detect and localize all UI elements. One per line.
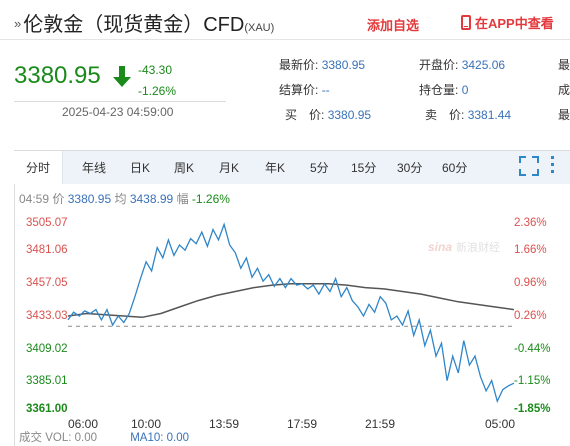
y-tick-label: 3409.02 xyxy=(26,343,68,355)
change-value: -43.30 xyxy=(138,63,173,77)
tab-yearly-k[interactable]: 年K xyxy=(265,161,286,175)
info-time: 04:59 xyxy=(19,192,50,206)
change-percent: -1.26% xyxy=(138,84,177,98)
detail-label: 最 xyxy=(558,58,570,72)
watermark-text: 新浪财经 xyxy=(456,240,500,254)
volume-label: 成交 xyxy=(19,432,42,444)
detail-col3-row2: 成 xyxy=(558,81,570,98)
detail-open: 开盘价: 3425.06 xyxy=(419,56,505,73)
tab-weekly-k[interactable]: 周K xyxy=(174,161,195,175)
detail-settle: 结算价: -- xyxy=(279,81,330,98)
tab-15min[interactable]: 15分 xyxy=(351,161,377,175)
y-tick-label: 3361.00 xyxy=(26,403,68,415)
info-price-label: 价 xyxy=(52,192,65,206)
pct-tick-label: -1.15% xyxy=(514,375,551,387)
tab-monthly-k[interactable]: 月K xyxy=(219,161,240,175)
x-tick-label: 17:59 xyxy=(287,417,318,431)
chevron-right-icon: » xyxy=(14,16,22,31)
detail-value: 3425.06 xyxy=(461,58,506,72)
y-tick-label: 3481.06 xyxy=(26,244,68,256)
quote-time: 2025-04-23 04:59:00 xyxy=(62,105,174,119)
price-change: -43.30 -1.26% xyxy=(138,60,176,102)
tab-5min[interactable]: 5分 xyxy=(310,161,329,175)
detail-value: 0 xyxy=(461,83,469,97)
add-watchlist-button[interactable]: 添加自选 xyxy=(367,18,420,33)
pct-tick-label: 1.66% xyxy=(514,244,547,256)
x-tick-label: 05:00 xyxy=(485,417,516,431)
instrument-name: 伦敦金（现货黄金）CFD xyxy=(23,14,245,36)
open-in-app-button[interactable]: 在APP中查看 xyxy=(461,13,554,32)
watermark: sina 新浪财经 xyxy=(428,240,500,254)
detail-label: 开盘价: xyxy=(419,58,459,72)
tab-60min[interactable]: 60分 xyxy=(442,161,468,175)
tab-year-line[interactable]: 年线 xyxy=(82,161,107,175)
detail-label: 最 xyxy=(558,108,570,122)
phone-icon xyxy=(461,15,471,30)
y-tick-label: 3385.01 xyxy=(26,375,68,387)
detail-label: 最新价: xyxy=(279,58,319,72)
tab-30min[interactable]: 30分 xyxy=(397,161,423,175)
average-price-line xyxy=(67,283,515,319)
period-tabs: 分时 年线 日K 周K 月K 年K 5分 15分 30分 60分 xyxy=(14,151,570,184)
price-line xyxy=(67,222,515,404)
info-avg: 3438.99 xyxy=(129,192,174,206)
detail-label: 卖 价: xyxy=(425,108,465,122)
x-tick-label: 13:59 xyxy=(209,417,240,431)
detail-label: 成 xyxy=(558,83,570,97)
info-avg-label: 均 xyxy=(114,192,127,206)
y-tick-label: 3433.03 xyxy=(26,310,68,322)
y-tick-label: 3457.05 xyxy=(26,277,68,289)
volume-info: 成交 VOL: 0.00 MA10: 0.00 xyxy=(19,429,189,445)
volume-value: VOL: 0.00 xyxy=(45,432,97,444)
info-amp: -1.26% xyxy=(191,192,230,206)
cursor-info: 04:59 价 3380.95 均 3438.99 幅 -1.26% xyxy=(19,190,230,207)
last-price: 3380.95 xyxy=(14,62,101,89)
x-tick-label: 06:00 xyxy=(68,417,99,431)
detail-label: 买 价: xyxy=(285,108,325,122)
detail-value: 3381.44 xyxy=(467,108,512,122)
detail-value: 3380.95 xyxy=(321,58,366,72)
detail-label: 结算价: xyxy=(279,83,319,97)
tab-intraday[interactable]: 分时 xyxy=(14,151,64,184)
pct-tick-label: 2.36% xyxy=(514,217,547,229)
detail-value: 3380.95 xyxy=(327,108,372,122)
arrow-down-icon xyxy=(113,66,131,87)
volume-ma10: MA10: 0.00 xyxy=(130,432,190,444)
more-options-icon[interactable] xyxy=(548,154,558,176)
x-tick-label: 21:59 xyxy=(365,417,396,431)
detail-col3-row3: 最 xyxy=(558,106,570,123)
tab-daily-k[interactable]: 日K xyxy=(130,161,151,175)
detail-latest: 最新价: 3380.95 xyxy=(279,56,365,73)
watermark-sina: sina xyxy=(428,240,452,254)
instrument-title: » 伦敦金（现货黄金）CFD(XAU) xyxy=(14,8,274,37)
detail-ask: 卖 价: 3381.44 xyxy=(425,106,511,123)
pct-tick-label: -0.44% xyxy=(514,343,551,355)
fullscreen-icon[interactable] xyxy=(519,156,539,176)
open-in-app-label: 在APP中查看 xyxy=(475,16,554,31)
detail-label: 持仓量: xyxy=(419,83,459,97)
detail-open-interest: 持仓量: 0 xyxy=(419,81,468,98)
header: » 伦敦金（现货黄金）CFD(XAU) 添加自选 在APP中查看 xyxy=(0,0,570,40)
detail-value: -- xyxy=(321,83,330,97)
y-tick-label: 3505.07 xyxy=(26,217,68,229)
pct-tick-label: 0.96% xyxy=(514,277,547,289)
pct-tick-label: 0.26% xyxy=(514,310,547,322)
info-price: 3380.95 xyxy=(67,192,112,206)
chart-panel xyxy=(14,150,570,446)
quote-divider xyxy=(14,101,226,102)
detail-col3-row1: 最 xyxy=(558,56,570,73)
x-tick-label: 10:00 xyxy=(131,417,162,431)
pct-tick-label: -1.85% xyxy=(514,403,551,415)
instrument-code: (XAU) xyxy=(244,22,275,34)
info-amp-label: 幅 xyxy=(176,192,189,206)
detail-bid: 买 价: 3380.95 xyxy=(285,106,371,123)
